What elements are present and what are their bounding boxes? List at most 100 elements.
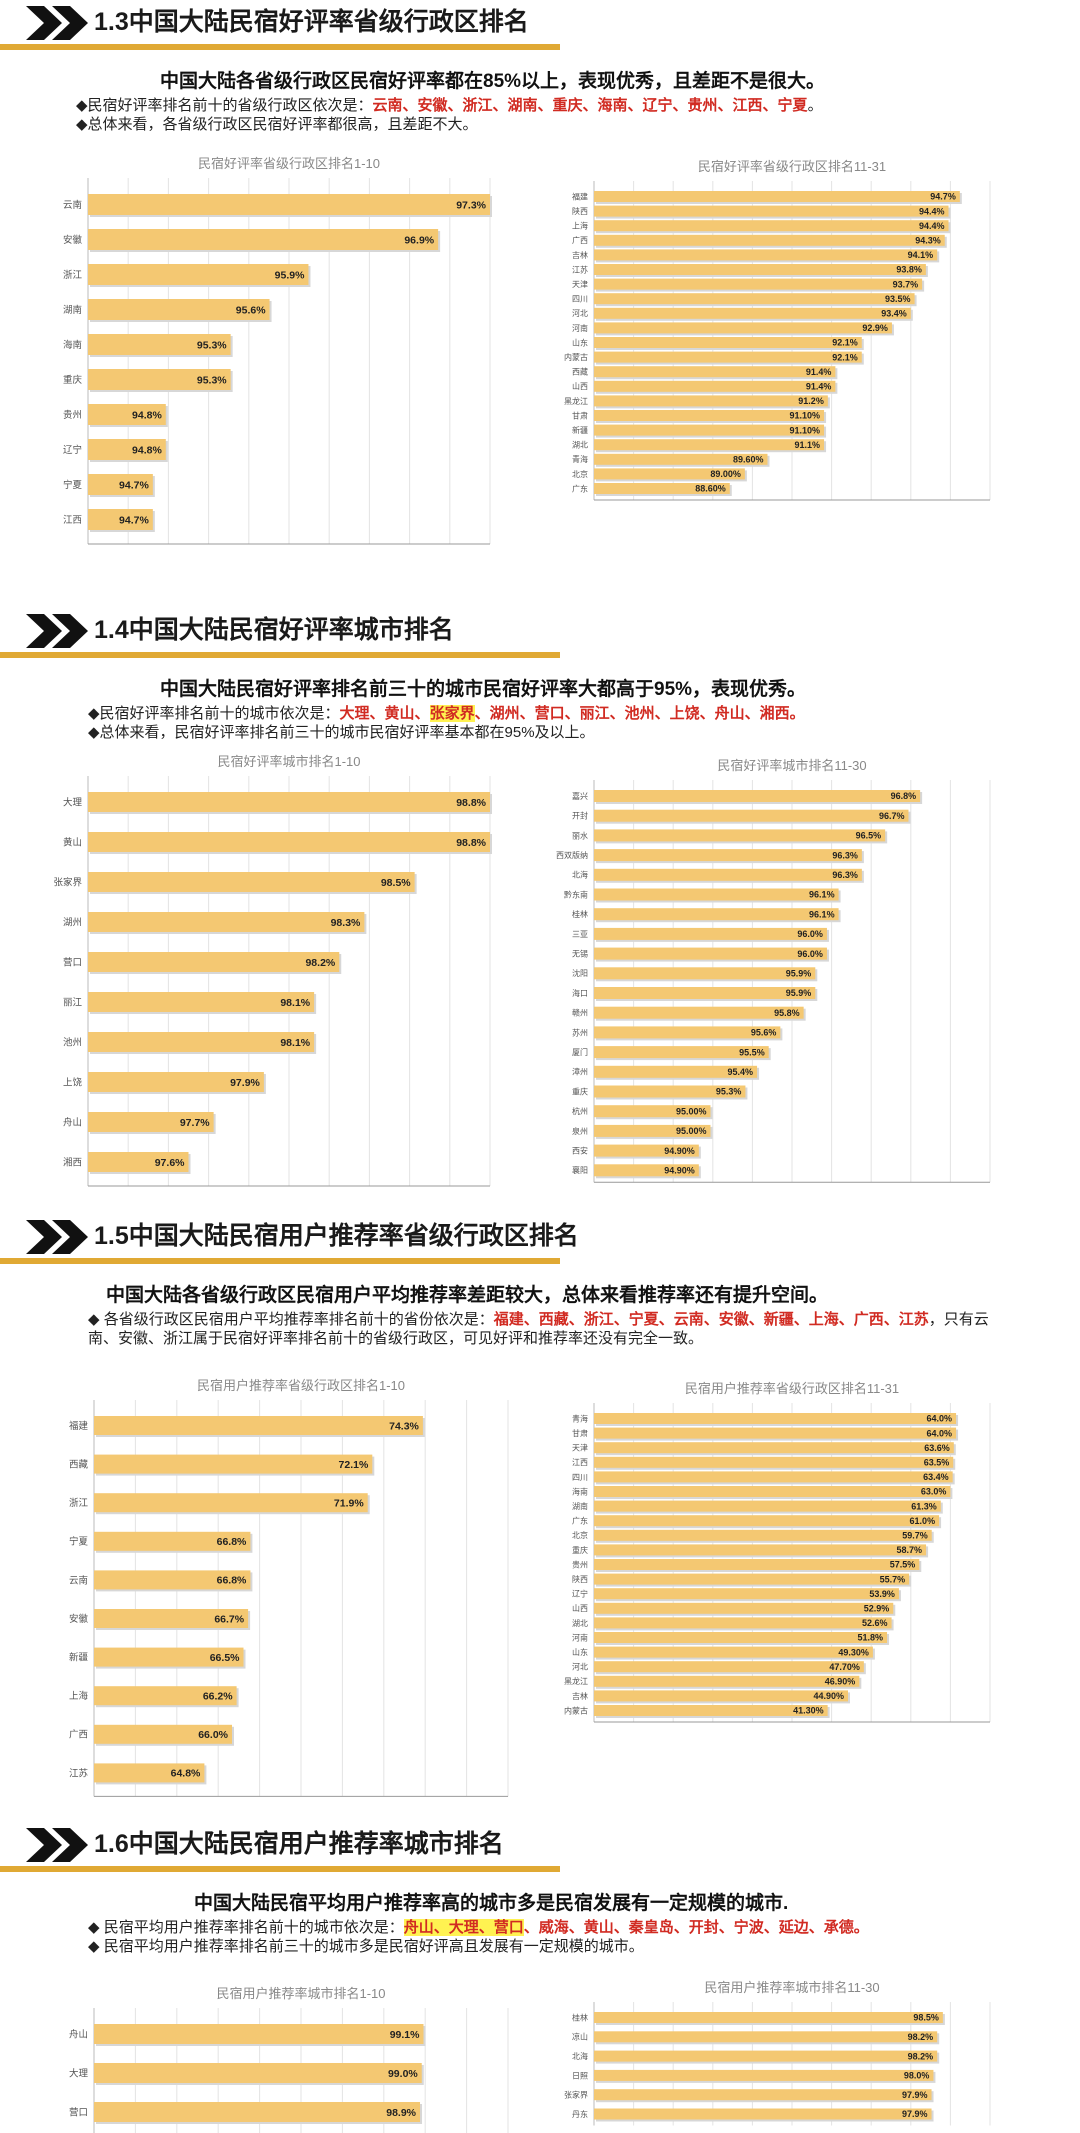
value-label: 95.9% (786, 988, 812, 998)
category-label: 重庆 (572, 1086, 588, 1096)
category-label: 广西 (572, 235, 588, 245)
value-label: 94.4% (919, 221, 945, 231)
value-label: 95.9% (786, 969, 812, 979)
category-label: 重庆 (63, 374, 83, 386)
value-label: 52.6% (862, 1618, 888, 1628)
category-label: 丽水 (572, 830, 588, 840)
bullet-list: ◆ 民宿平均用户推荐率排名前十的城市依次是：舟山、大理、营口、威海、黄山、秦皇岛… (88, 1918, 1078, 1956)
category-label: 开封 (572, 811, 588, 821)
value-label: 96.8% (891, 791, 917, 801)
bar (94, 2063, 422, 2083)
category-label: 陕西 (572, 206, 588, 216)
bar (594, 1026, 781, 1039)
bar (594, 2012, 943, 2023)
value-label: 91.10% (790, 411, 821, 421)
bar (594, 1105, 711, 1118)
bullet-text: 大理、黄山、 (339, 705, 430, 722)
category-label: 天津 (572, 279, 588, 289)
bar (594, 453, 768, 465)
value-label: 64.8% (171, 1768, 201, 1780)
category-label: 泉州 (572, 1126, 588, 1136)
value-label: 97.6% (155, 1157, 185, 1169)
category-label: 新疆 (69, 1652, 89, 1664)
bar (594, 395, 828, 407)
value-label: 66.2% (203, 1690, 233, 1702)
value-label: 93.8% (896, 265, 922, 275)
section-headline: 中国大陆民宿好评率排名前三十的城市民宿好评率大都高于95%，表现优秀。 (160, 679, 807, 700)
category-label: 湖北 (572, 1619, 588, 1628)
bar (594, 337, 862, 348)
bar (594, 249, 938, 261)
bar (594, 220, 949, 232)
value-label: 95.6% (751, 1028, 777, 1038)
bullet-list: ◆民宿好评率排名前十的省级行政区依次是：云南、安徽、浙江、湖南、重庆、海南、辽宁… (76, 96, 1076, 134)
bar (94, 1686, 237, 1706)
chart-city-recommend-1-10: 民宿用户推荐率城市排名1-10 舟山 99.1% 大理 99.0% 营口 98.9% (69, 1986, 509, 2133)
value-label: 98.8% (456, 797, 486, 809)
chart-city-rating-11-30: 民宿好评率城市排名11-30 嘉兴 96.8% 开封 96.7% 丽水 96.5% 西双版纳 9… (556, 758, 991, 1183)
bar (88, 404, 166, 425)
bullet-item: ◆ 民宿平均用户推荐率排名前十的城市依次是：舟山、大理、营口、威海、黄山、秦皇岛… (88, 1918, 1078, 1937)
value-label: 96.5% (856, 831, 882, 841)
value-label: 91.4% (806, 382, 832, 392)
bar (594, 2069, 934, 2081)
bar (594, 439, 825, 451)
category-label: 吉林 (572, 250, 588, 260)
category-label: 西安 (572, 1145, 588, 1155)
value-label: 99.1% (390, 2029, 420, 2041)
bullet-text: ◆民宿好评率排名前十的省级行政区依次是： (76, 97, 373, 114)
value-label: 63.5% (924, 1458, 950, 1468)
double-chevron-icon (26, 1828, 88, 1862)
bar (594, 2050, 938, 2062)
value-label: 94.7% (119, 514, 149, 526)
category-label: 河南 (572, 1632, 588, 1642)
bar (594, 1456, 954, 1468)
bar (94, 1609, 249, 1628)
value-label: 61.3% (911, 1501, 937, 1511)
bar (88, 264, 309, 285)
category-label: 嘉兴 (572, 791, 588, 801)
bar (88, 369, 231, 390)
chart-city-rating-1-10: 民宿好评率城市排名1-10 大理 98.8% 黄山 98.8% 张家界 98.5% 湖州 98.… (53, 754, 492, 1187)
bar (594, 1588, 899, 1600)
bar (94, 1763, 205, 1783)
bar (594, 987, 816, 999)
value-label: 94.8% (132, 444, 162, 456)
bar (88, 299, 270, 320)
bar (88, 334, 231, 355)
value-label: 53.9% (869, 1589, 895, 1599)
value-label: 89.60% (733, 455, 764, 465)
bar (594, 1544, 927, 1556)
bar (594, 2108, 932, 2120)
value-label: 98.5% (381, 877, 411, 889)
category-label: 浙江 (63, 269, 83, 281)
category-label: 福建 (69, 1420, 89, 1432)
value-label: 98.3% (331, 917, 361, 929)
bar (594, 191, 960, 202)
value-label: 92.9% (862, 323, 888, 333)
value-label: 93.5% (885, 294, 911, 304)
value-label: 98.2% (908, 2032, 934, 2042)
chart-title: 民宿好评率省级行政区排名11-31 (698, 159, 886, 174)
section-1-5: 1.5中国大陆民宿用户推荐率省级行政区排名 中国大陆各省级行政区民宿用户平均推荐… (0, 1214, 1080, 1814)
category-label: 广东 (572, 1516, 588, 1526)
bar (94, 1416, 423, 1435)
section-title: 1.3中国大陆民宿好评率省级行政区排名 (94, 8, 529, 36)
value-label: 64.0% (927, 1428, 953, 1438)
category-label: 营口 (69, 2106, 88, 2118)
bar (594, 868, 862, 881)
bar (594, 483, 730, 494)
value-label: 66.8% (217, 1575, 247, 1587)
section-headline: 中国大陆各省级行政区民宿用户平均推荐率差距较大，总体来看推荐率还有提升空间。 (106, 1285, 829, 1306)
bar (594, 1124, 711, 1137)
bar (594, 278, 923, 290)
bar (94, 1647, 244, 1667)
category-label: 漳州 (572, 1067, 588, 1077)
value-label: 95.3% (197, 374, 227, 386)
value-label: 98.2% (305, 957, 335, 969)
bar (594, 947, 827, 960)
category-label: 舟山 (69, 2028, 88, 2040)
category-label: 三亚 (572, 930, 588, 939)
category-label: 黄山 (63, 836, 82, 848)
category-label: 襄阳 (572, 1165, 588, 1175)
